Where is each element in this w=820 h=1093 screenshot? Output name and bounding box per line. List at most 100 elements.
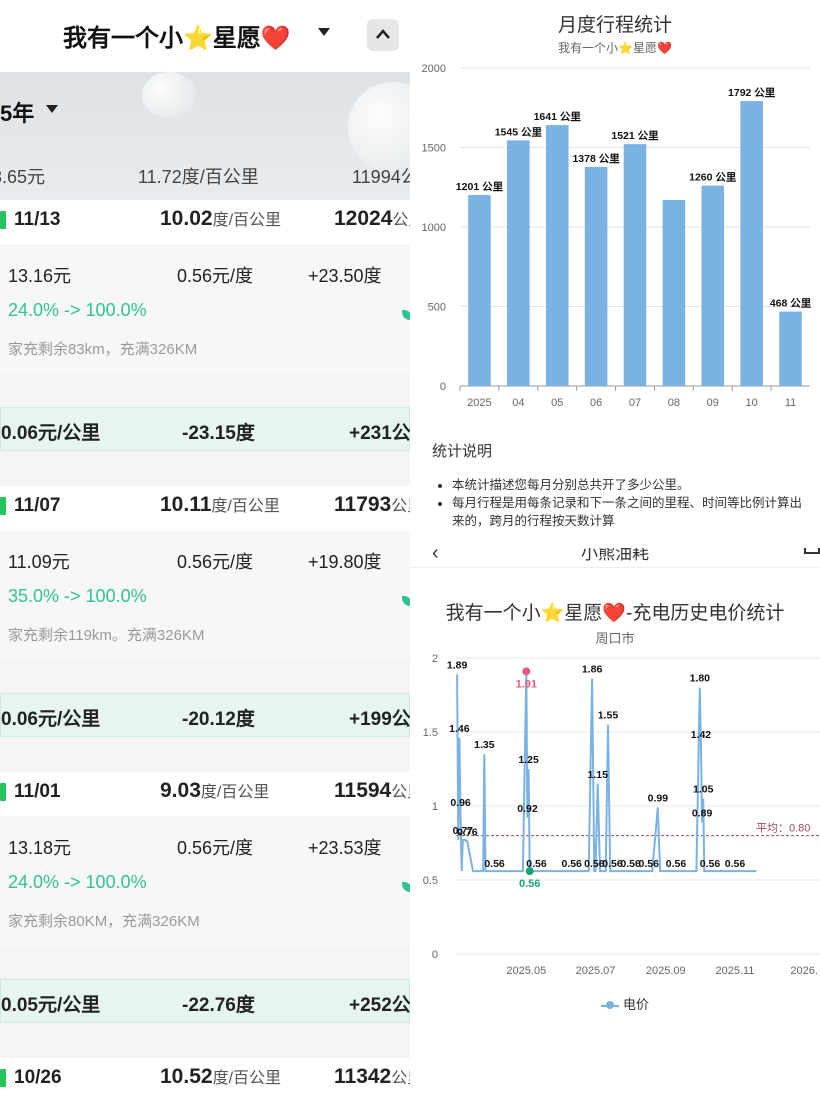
record-note: 家充剩余83km，充满326KM <box>8 341 198 358</box>
charge-record[interactable]: 10/26 10.52度/百公里 11342公里 <box>0 1058 410 1093</box>
bar-data-label: 1378 公里 <box>572 153 620 165</box>
record-marker <box>0 783 6 801</box>
x-tick-label: 2025.09 <box>646 965 686 977</box>
point-data-label: 0.56 <box>484 858 505 870</box>
monthly-bar-chart: 0 500 1000 1500 2000 2025 1201 公里 04 1545 公里 05 16… <box>422 63 812 409</box>
x-tick-label: 05 <box>551 397 563 409</box>
point-data-label: 1.80 <box>690 673 711 685</box>
charge-record[interactable]: 11/13 10.02度/百公里 12024公里 13.16元 0.56元/度 … <box>0 200 410 374</box>
point-data-label: 0.99 <box>648 792 669 804</box>
nav-bar: ‹ 小熊油耗 <box>410 548 820 568</box>
point-data-label: 0.56 <box>725 858 746 870</box>
charge-record[interactable]: 11/07 10.11度/百公里 11793公里 11.09元 0.56元/度 … <box>0 486 410 660</box>
x-tick-label: 2025.05 <box>506 965 546 977</box>
year-selector[interactable]: 5年 <box>0 101 35 126</box>
record-odometer: 11594公里 <box>334 779 410 802</box>
point-data-label: 1.89 <box>447 659 468 671</box>
summary-efficiency: 11.72度/百公里 <box>138 167 259 187</box>
records-panel: 我有一个小⭐星愿❤️ 5年 3.65元 11.72度/百公里 11994公 11… <box>0 0 410 1093</box>
bar <box>701 185 725 386</box>
point-data-label: 0.92 <box>517 803 538 815</box>
chart-subtitle: 我有一个小⭐星愿❤️ <box>558 41 672 55</box>
summary-cost: 3.65元 <box>0 167 46 187</box>
record-price: 0.56元/度 <box>177 838 254 858</box>
summary-banner <box>0 72 410 200</box>
bar-data-label: 1260 公里 <box>689 172 737 184</box>
record-header: 11/13 10.02度/百公里 12024公里 <box>0 200 410 244</box>
x-tick-label: 06 <box>590 397 602 409</box>
point-data-label: 0.76 <box>457 827 478 839</box>
record-efficiency: 9.03度/百公里 <box>160 779 270 802</box>
leaf-icon <box>402 310 410 320</box>
legend-label: 电价 <box>623 997 650 1012</box>
explain-item: 每月行程是用每条记录和下一条之间的里程、时间等比例计算出来的，跨月的行程按天数计… <box>452 494 812 530</box>
point-data-label: 0.96 <box>450 797 471 809</box>
x-tick-label: 2026. <box>790 965 818 977</box>
x-tick-label: 11 <box>785 397 796 409</box>
y-tick-label: 2 <box>432 653 438 665</box>
bar <box>662 199 686 386</box>
record-kwh: +23.50度 <box>308 266 382 286</box>
record-note: 家充剩余119km。充满326KM <box>8 627 205 644</box>
record-date: 11/13 <box>14 209 61 230</box>
bar <box>584 166 608 386</box>
explain-list: 本统计描述您每月分别总共开了多少公里。 每月行程是用每条记录和下一条之间的里程、… <box>452 476 812 530</box>
record-marker <box>0 211 6 229</box>
point-data-label: 1.86 <box>582 664 603 676</box>
record-note: 家充剩余80KM，充满326KM <box>8 913 200 930</box>
y-tick-label: 1000 <box>422 222 446 234</box>
record-efficiency: 10.11度/百公里 <box>160 493 280 516</box>
point-data-label: 0.56 <box>666 858 687 870</box>
record-cost: 13.18元 <box>8 838 72 858</box>
vehicle-title[interactable]: 我有一个小⭐星愿❤️ <box>63 25 291 52</box>
vehicle-dropdown-caret-icon[interactable] <box>318 28 330 36</box>
point-data-label: 0.77 <box>453 825 474 837</box>
energy-used: -23.15度 <box>182 423 255 444</box>
point-data-label: 1.55 <box>598 710 619 722</box>
leaf-icon <box>402 882 410 892</box>
explain-title: 统计说明 <box>432 443 493 460</box>
cost-per-km: 0.05元/公里 <box>1 995 101 1016</box>
decorative-bubble <box>348 82 410 172</box>
explain-item: 本统计描述您每月分别总共开了多少公里。 <box>452 476 812 494</box>
year-caret-icon[interactable] <box>46 105 58 113</box>
point-data-label: 1.35 <box>474 739 495 751</box>
bar <box>779 311 802 386</box>
bar-data-label: 1545 公里 <box>495 126 543 138</box>
y-tick-label: 0 <box>432 949 438 961</box>
trip-summary-strip: 0.05元/公里 -22.76度 +252公 <box>0 979 410 1023</box>
cost-per-km: 0.06元/公里 <box>1 709 101 730</box>
x-tick-label: 10 <box>746 397 758 409</box>
records-header: 我有一个小⭐星愿❤️ <box>0 0 410 72</box>
leaf-icon <box>402 596 410 606</box>
y-tick-label: 0 <box>440 381 446 393</box>
record-body: 11.09元 0.56元/度 +19.80度 35.0% -> 100.0% 家… <box>0 530 410 660</box>
record-body: 13.18元 0.56元/度 +23.53度 24.0% -> 100.0% 家… <box>0 816 410 946</box>
bar <box>468 195 491 386</box>
collapse-button[interactable] <box>367 19 399 51</box>
x-tick-label: 07 <box>629 397 641 409</box>
share-icon[interactable] <box>804 548 820 554</box>
monthly-mileage-panel: 月度行程统计 我有一个小⭐星愿❤️ 0 500 1000 1500 2000 2025 12… <box>410 0 820 548</box>
chart-legend[interactable]: 电价 <box>601 994 649 1013</box>
min-point-label: 0.56 <box>519 878 540 890</box>
record-price: 0.56元/度 <box>177 552 254 572</box>
chevron-left-icon[interactable]: ‹ <box>432 548 439 564</box>
point-data-label: 0.56 <box>584 858 605 870</box>
point-data-label: 0.56 <box>639 858 660 870</box>
record-header: 11/01 9.03度/百公里 11594公里 <box>0 772 410 816</box>
record-soc: 24.0% -> 100.0% <box>8 300 147 320</box>
bar-data-label: 1201 公里 <box>456 181 504 193</box>
x-tick-label: 2025 <box>467 397 491 409</box>
record-date: 11/01 <box>14 781 61 802</box>
bar-data-label: 1641 公里 <box>534 111 582 123</box>
summary-odometer: 11994公 <box>352 167 410 187</box>
y-tick-label: 1500 <box>422 143 446 155</box>
record-header: 10/26 10.52度/百公里 11342公里 <box>0 1058 410 1093</box>
price-history-panel: ‹ 小熊油耗 我有一个小⭐星愿❤️-充电历史电价统计 周口市 0 0.5 1 1.5 2… <box>410 548 820 1093</box>
y-tick-label: 500 <box>428 302 446 314</box>
record-header: 11/07 10.11度/百公里 11793公里 <box>0 486 410 530</box>
record-date: 11/07 <box>14 495 61 516</box>
point-data-label: 0.89 <box>692 807 713 819</box>
charge-record[interactable]: 11/01 9.03度/百公里 11594公里 13.18元 0.56元/度 +… <box>0 772 410 946</box>
